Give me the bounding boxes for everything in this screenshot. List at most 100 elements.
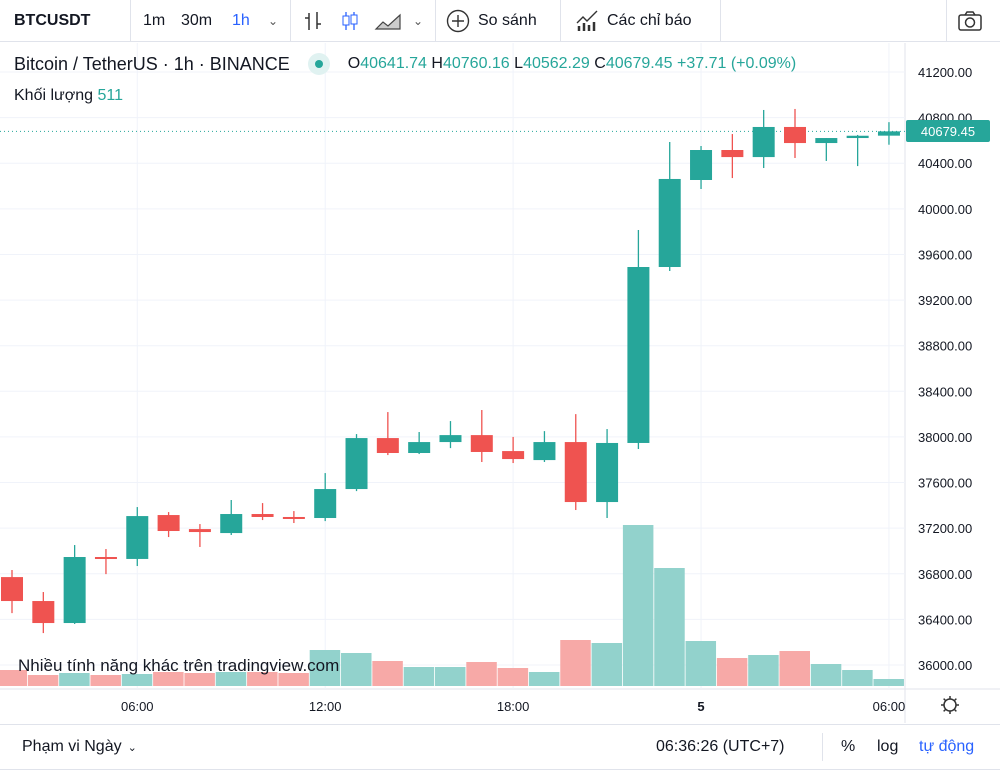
volume-bar <box>90 675 121 686</box>
candle-body <box>627 267 650 443</box>
candle-body <box>63 557 86 624</box>
time-tick-label: 5 <box>697 699 704 714</box>
price-tick-label: 40000.00 <box>918 202 972 217</box>
auto-scale-toggle[interactable]: tự động <box>919 738 975 755</box>
candle-body <box>815 138 838 144</box>
candle-body <box>345 438 368 490</box>
ohlc-values: O40641.74 H40760.16 L40562.29 C40679.45 … <box>347 55 797 72</box>
volume-bar <box>497 668 529 686</box>
volume-legend: Khối lượng 511 <box>14 87 123 104</box>
indicators-label: Các chỉ báo <box>607 12 692 29</box>
candle-body <box>251 514 274 517</box>
time-tick-label: 12:00 <box>309 699 342 714</box>
current-price-label: 40679.45 <box>906 120 990 142</box>
candle-body <box>690 150 713 180</box>
volume-bar <box>873 679 904 686</box>
candle-body <box>533 442 556 461</box>
volume-bar <box>403 667 435 686</box>
candle-body <box>32 601 55 624</box>
price-tick-label: 38400.00 <box>918 384 972 399</box>
interval-1m[interactable]: 1m <box>143 12 166 29</box>
price-tick-label: 38800.00 <box>918 339 972 354</box>
interval-1h[interactable]: 1h <box>232 12 250 29</box>
watermark-link[interactable]: Nhiều tính năng khác trên tradingview.co… <box>18 656 340 675</box>
camera-icon[interactable] <box>957 0 983 42</box>
clock-timezone[interactable]: 06:36:26 (UTC+7) <box>656 738 785 755</box>
candle-body <box>408 442 431 454</box>
price-tick-label: 41200.00 <box>918 65 972 80</box>
price-tick-label: 37600.00 <box>918 476 972 491</box>
candle-body <box>282 516 305 519</box>
volume-bar <box>685 641 717 686</box>
volume-bar <box>654 568 685 686</box>
time-tick-label: 18:00 <box>497 699 530 714</box>
price-chart[interactable]: 41200.0040800.0040400.0040000.0039600.00… <box>0 43 1000 723</box>
volume-bar <box>779 651 810 686</box>
candle-body <box>157 515 180 532</box>
volume-bar <box>153 672 184 686</box>
chart-legend: Bitcoin / TetherUS · 1h · BINANCE O40641… <box>14 53 796 75</box>
symbol-button[interactable]: BTCUSDT <box>14 12 91 29</box>
candle-body <box>752 126 775 158</box>
volume-bar <box>121 674 153 686</box>
volume-bar <box>842 670 873 686</box>
top-toolbar: BTCUSDT 1m 30m 1h ⌄ ⌄ So sánh Các chỉ bá… <box>0 0 1000 42</box>
log-toggle[interactable]: log <box>877 738 899 755</box>
interval-30m[interactable]: 30m <box>181 12 213 29</box>
volume-bar <box>247 672 278 686</box>
plus-circle-icon <box>446 9 470 33</box>
chevron-down-icon[interactable]: ⌄ <box>413 14 424 28</box>
candle-body <box>126 516 149 559</box>
candle-body <box>721 150 744 158</box>
area-chart-icon[interactable] <box>374 0 402 42</box>
candle-body <box>658 178 681 268</box>
candle-body <box>784 126 806 144</box>
volume-bar <box>184 673 215 686</box>
price-tick-label: 40400.00 <box>918 156 972 171</box>
volume-bar <box>716 658 748 686</box>
compare-label: So sánh <box>478 12 537 29</box>
indicators-icon <box>576 10 598 31</box>
candle-body <box>188 529 211 533</box>
volume-bar <box>622 525 654 686</box>
time-tick-label: 06:00 <box>873 699 906 714</box>
price-tick-label: 38000.00 <box>918 430 972 445</box>
candle-body <box>439 435 462 443</box>
compare-button[interactable]: So sánh <box>446 0 537 42</box>
candle-body <box>94 557 117 560</box>
volume-bar <box>528 672 560 686</box>
candle-body <box>470 435 493 452</box>
candle-body <box>846 135 869 139</box>
date-range-dropdown[interactable]: Phạm vi Ngày ⌄ <box>22 738 137 755</box>
candle-body <box>502 451 525 460</box>
time-tick-label: 06:00 <box>121 699 154 714</box>
volume-bar <box>278 673 309 686</box>
candle-body <box>376 438 399 454</box>
market-status-dot <box>307 53 330 75</box>
price-tick-label: 36000.00 <box>918 658 972 673</box>
price-change: +37.71 (+0.09%) <box>677 55 797 72</box>
volume-bar <box>215 672 247 686</box>
price-tick-label: 37200.00 <box>918 521 972 536</box>
volume-bar <box>434 667 466 686</box>
volume-bar <box>591 643 623 686</box>
volume-bar <box>59 673 90 686</box>
bar-chart-icon[interactable] <box>303 0 323 42</box>
candle-body <box>220 514 243 534</box>
candles-icon[interactable] <box>340 0 360 42</box>
price-tick-label: 39600.00 <box>918 247 972 262</box>
volume-bar <box>0 670 27 686</box>
candle-body <box>314 489 337 519</box>
indicators-button[interactable]: Các chỉ báo <box>575 0 692 42</box>
volume-bar <box>810 664 842 686</box>
bottom-bar: Phạm vi Ngày ⌄ 06:36:26 (UTC+7) % log tự … <box>0 724 1000 770</box>
candle-body <box>1 577 23 602</box>
candle-body <box>596 442 619 503</box>
symbol-title: Bitcoin / TetherUS · 1h · BINANCE <box>14 53 290 74</box>
volume-bar <box>341 653 372 686</box>
percent-toggle[interactable]: % <box>841 738 856 755</box>
volume-bar <box>27 675 59 686</box>
chevron-down-icon[interactable]: ⌄ <box>268 14 279 28</box>
settings-gear-icon[interactable] <box>941 696 959 714</box>
volume-bar <box>309 650 341 686</box>
